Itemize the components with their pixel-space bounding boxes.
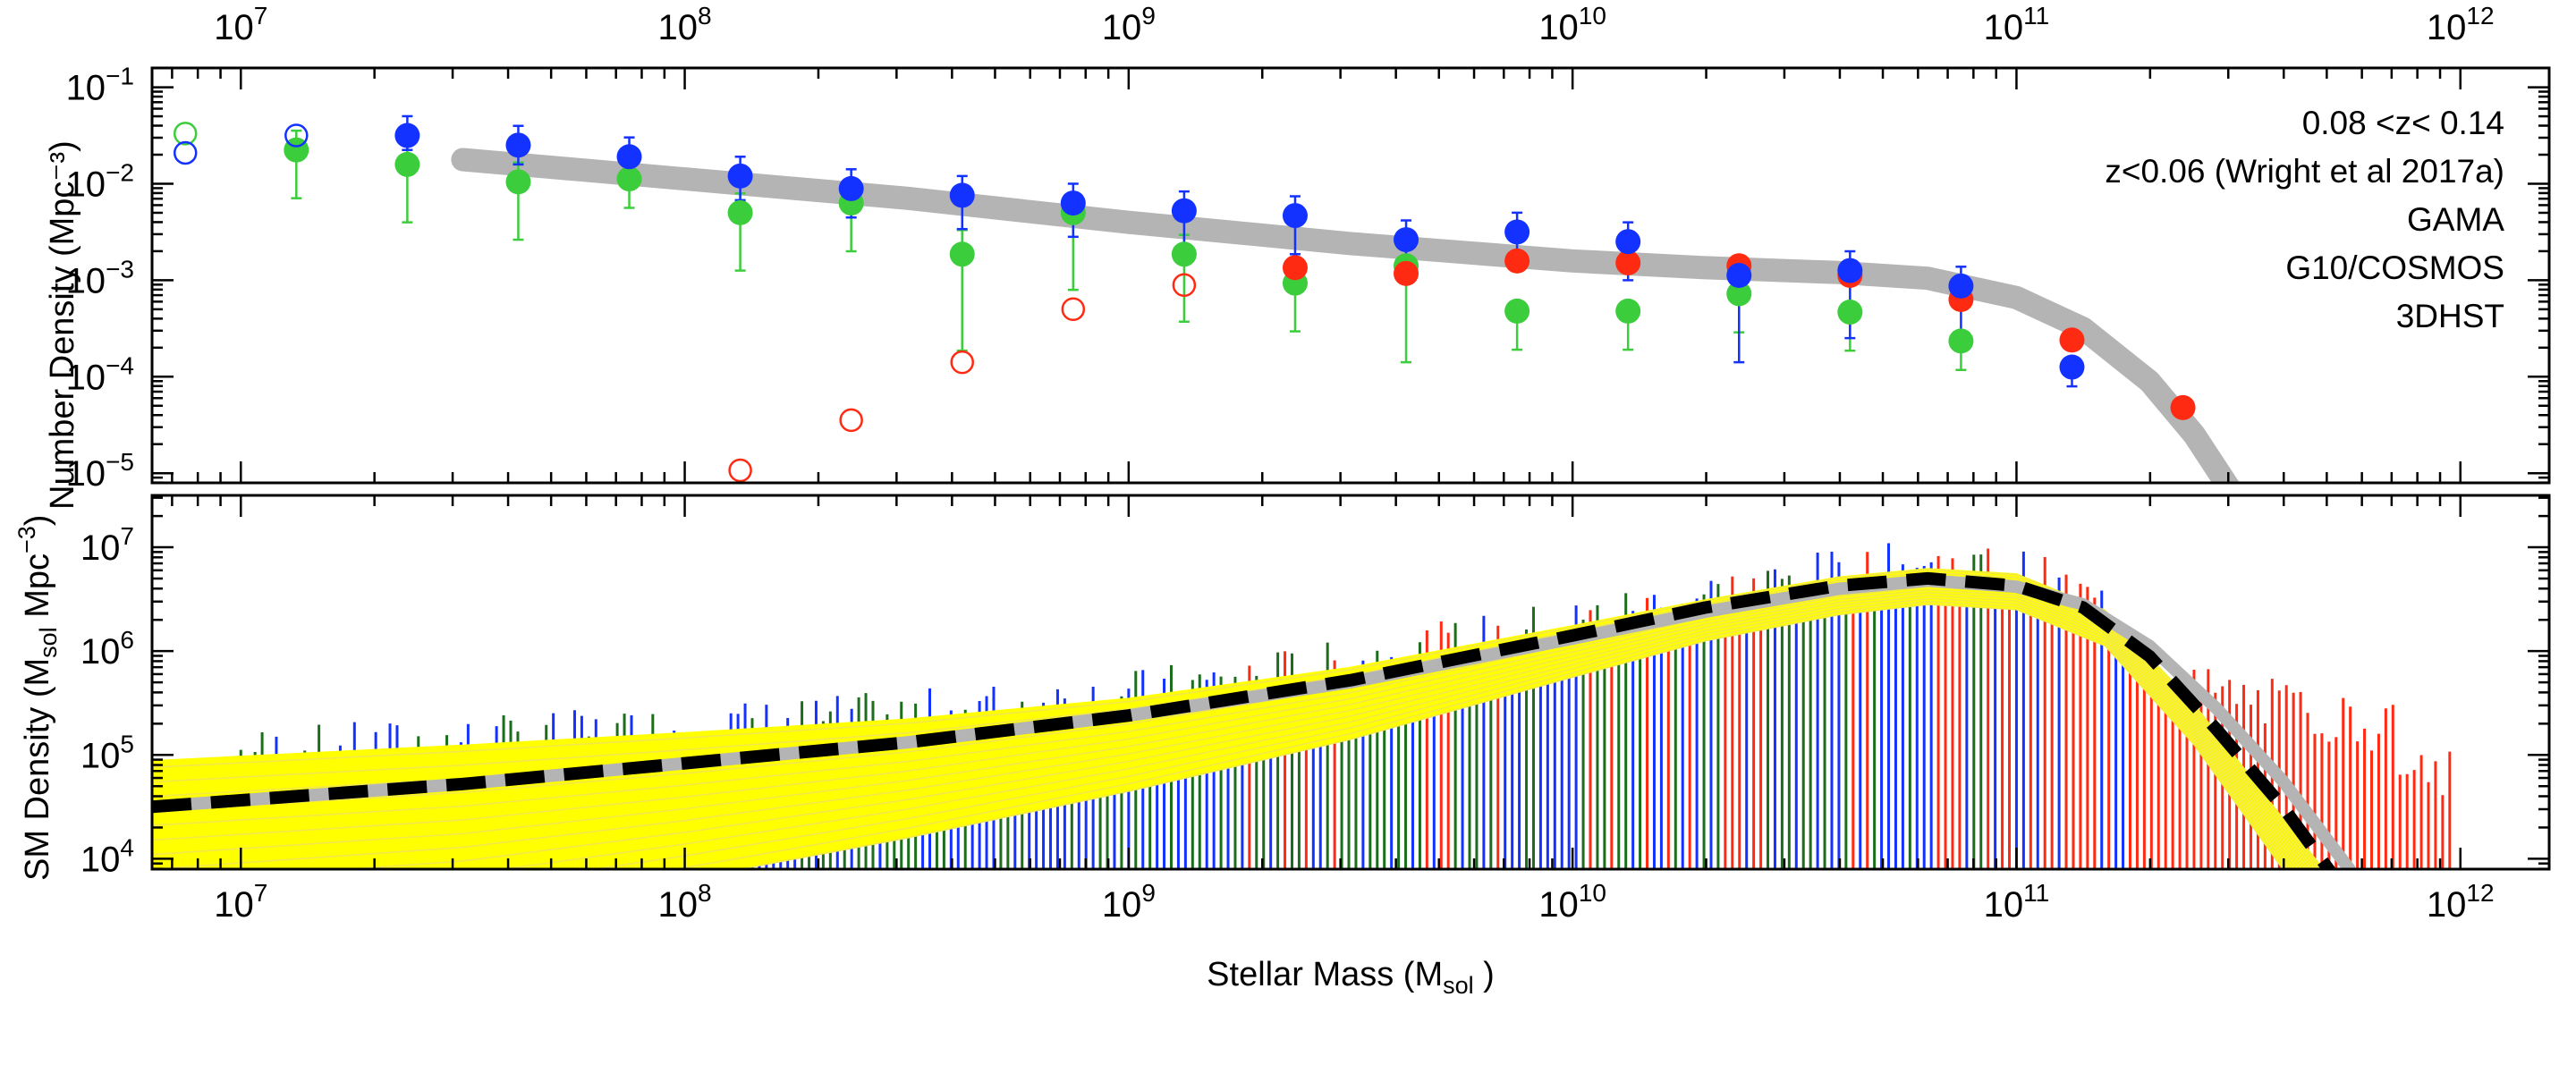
- 3dhst-point: [1615, 298, 1641, 324]
- g10-cosmos-point: [394, 123, 420, 148]
- g10-cosmos-point: [1726, 263, 1752, 288]
- fit-sample-line: [152, 569, 2325, 869]
- bottom-x-tick-label: 1011: [1984, 879, 2050, 925]
- bottom-y-tick-label: 106: [80, 626, 134, 672]
- legend-entry-g10-cosmos: G10/COSMOS: [2285, 249, 2504, 286]
- top-y-axis-label: Number Density (Mpc⁻³): [44, 140, 81, 510]
- 3dhst-point: [1726, 281, 1752, 307]
- 3dhst-point: [505, 169, 531, 195]
- 3dhst-point: [1171, 241, 1197, 267]
- top-panel: 107 108 109 1010 1011 1012 10−110−210−310−410…: [44, 2, 2551, 510]
- g10-cosmos-point: [1948, 273, 1974, 299]
- 3dhst-point: [1837, 300, 1863, 325]
- top-x-tick-label: 107: [214, 2, 267, 47]
- gama-open-point: [1172, 273, 1197, 298]
- g10-cosmos-point: [1615, 229, 1641, 255]
- gama-point: [2170, 394, 2196, 420]
- bottom-x-tick-label: 109: [1102, 879, 1156, 925]
- legend: z<0.06 (Wright et al 2017a) GAMA G10/COS…: [2105, 153, 2504, 334]
- gama-point: [1615, 249, 1641, 275]
- g10-cosmos-point: [2059, 354, 2085, 380]
- 3dhst-point: [1948, 328, 1974, 354]
- g10-cosmos-point: [1060, 190, 1086, 216]
- top-y-tick-label: 10−3: [66, 255, 134, 300]
- g10-cosmos-point: [1282, 203, 1308, 229]
- g10-cosmos-point: [1394, 227, 1419, 253]
- legend-entry-wright-2017a: z<0.06 (Wright et al 2017a): [2105, 153, 2504, 190]
- 3dhst-point: [616, 166, 642, 192]
- fit-sample-line: [671, 600, 2288, 869]
- 3dhst-point: [727, 199, 753, 225]
- 3dhst-point: [1504, 298, 1530, 324]
- g10-cosmos-point: [838, 175, 864, 201]
- bottom-y-tick-label: 105: [80, 730, 134, 775]
- gama-open-point: [839, 408, 863, 433]
- gama-point: [1282, 255, 1308, 281]
- top-x-tick-label: 109: [1102, 2, 1156, 47]
- bottom-x-tick-label: 1012: [2427, 879, 2495, 925]
- g10-cosmos-point: [1171, 198, 1197, 224]
- top-x-tick-label: 1010: [1538, 2, 1606, 47]
- bottom-x-tick-labels: 107 108 109 1010 1011 1012: [214, 879, 2494, 925]
- g10-cosmos-open-point: [284, 123, 309, 148]
- fit-sample-line: [736, 604, 2284, 869]
- bottom-panel: 107 108 109 1010 1011 1012 104 105 106 107 SM De…: [13, 494, 2551, 999]
- top-axis-ticks: [152, 68, 2549, 484]
- bottom-x-tick-label: 1010: [1538, 879, 1606, 925]
- legend-entry-3dhst: 3DHST: [2396, 298, 2504, 334]
- top-x-tick-label: 108: [658, 2, 712, 47]
- reference-curve: [451, 148, 2240, 483]
- bottom-axis-ticks: [152, 495, 2549, 870]
- bottom-plot-area: [152, 543, 2452, 869]
- top-y-tick-label: 10−2: [66, 158, 134, 204]
- g10-cosmos-point: [1837, 258, 1863, 283]
- data-points: [173, 122, 2196, 483]
- bottom-y-tick-labels: 104 105 106 107: [80, 522, 134, 879]
- g10-cosmos-open-point: [173, 140, 198, 165]
- g10-cosmos-point: [949, 182, 975, 208]
- top-x-tick-label: 1011: [1984, 2, 2050, 47]
- best-fit-curve: [152, 571, 2336, 869]
- 3dhst-open-point: [173, 122, 198, 146]
- bottom-y-tick-label: 107: [80, 522, 134, 568]
- g10-cosmos-point: [505, 132, 531, 158]
- top-y-tick-label: 10−4: [66, 351, 134, 397]
- fit-sample-line: [341, 592, 2299, 869]
- g10-cosmos-point: [1504, 219, 1530, 245]
- top-plot-area: [173, 114, 2240, 483]
- fit-sample-line: [589, 597, 2292, 869]
- g10-cosmos-point: [616, 144, 642, 170]
- bottom-x-tick-label: 107: [214, 879, 267, 925]
- gama-open-point: [950, 350, 974, 375]
- redshift-annotation: 0.08 <z< 0.14: [2302, 105, 2504, 141]
- gama-point: [1394, 260, 1419, 286]
- legend-entry-gama: GAMA: [2407, 201, 2504, 238]
- fit-sample-line: [498, 595, 2295, 869]
- fit-sample-line: [152, 588, 2302, 869]
- fit-sample-line: [152, 586, 2306, 869]
- top-y-tick-label: 10−1: [66, 63, 134, 108]
- top-x-tick-labels: 107 108 109 1010 1011 1012: [214, 2, 2494, 47]
- top-y-tick-label: 10−5: [66, 448, 134, 494]
- top-x-tick-label: 1012: [2427, 2, 2495, 47]
- bottom-x-tick-label: 108: [658, 879, 712, 925]
- 3dhst-point: [394, 151, 420, 177]
- gama-open-point: [728, 458, 752, 483]
- 3dhst-point: [949, 241, 975, 267]
- gray-curve: [152, 574, 2356, 869]
- x-axis-label: Stellar Mass (Msol ): [1207, 956, 1495, 999]
- top-y-tick-labels: 10−1 10−2 10−3 10−4 10−5: [66, 63, 134, 494]
- gama-point: [1504, 248, 1530, 274]
- gama-point: [2059, 327, 2085, 353]
- bottom-y-axis-label: SM Density (Msol Mpc−3): [13, 515, 62, 881]
- bottom-y-tick-label: 104: [80, 833, 134, 879]
- gama-open-point: [1061, 297, 1086, 322]
- g10-cosmos-point: [727, 163, 753, 189]
- top-panel-frame: [150, 66, 2551, 485]
